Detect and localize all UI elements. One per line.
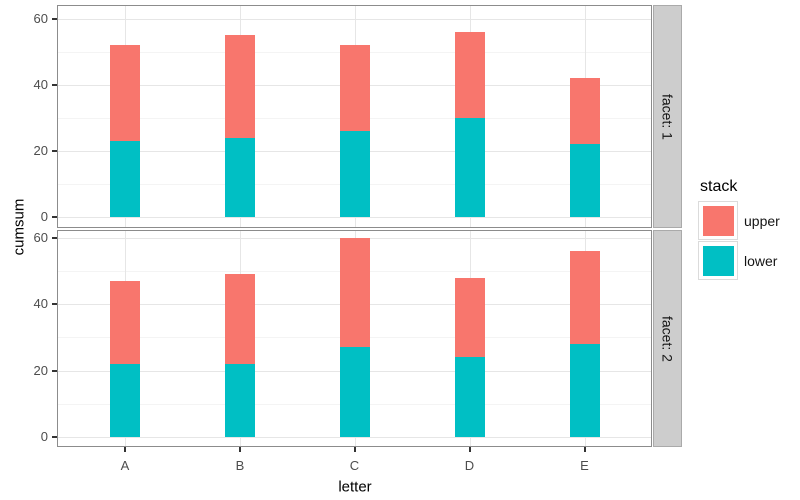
bar-segment-lower: [339, 131, 370, 217]
x-tick-label: D: [464, 458, 475, 473]
x-tick-mark: [239, 447, 241, 452]
y-tick-label: 60: [33, 229, 48, 245]
bar-segment-lower: [569, 344, 600, 438]
x-tick-mark: [353, 447, 356, 452]
facet-strip-label: facet: 2: [659, 315, 676, 362]
legend-entries: upper lower: [698, 201, 780, 280]
bar-segment-upper: [110, 280, 140, 365]
y-tick-label: 20: [33, 362, 48, 378]
y-tick-label: 40: [33, 76, 48, 92]
bar-segment-lower: [454, 117, 485, 217]
legend: stack upper lower: [698, 178, 780, 281]
y-tick-mark: [52, 149, 57, 152]
facet-strip-label: facet: 1: [659, 93, 676, 140]
facet-strip: facet: 2: [653, 230, 682, 447]
x-tick-label: C: [349, 458, 360, 473]
bar-segment-upper: [110, 45, 140, 141]
y-tick-mark: [52, 215, 57, 218]
y-tick-label: 0: [40, 208, 48, 224]
x-axis-title: letter: [338, 478, 372, 496]
y-tick-mark: [52, 236, 57, 239]
bar-segment-upper: [225, 274, 255, 365]
facet-strip: facet: 1: [653, 5, 682, 228]
bar-segment-upper: [569, 78, 600, 145]
bar-segment-lower: [454, 357, 485, 438]
legend-key-box: [698, 241, 738, 280]
legend-swatch-lower: [702, 245, 734, 276]
y-tick-mark: [52, 18, 57, 20]
y-tick-label: 0: [40, 429, 48, 445]
bar-segment-upper: [339, 237, 370, 348]
facet-panel: [57, 230, 652, 447]
y-tick-label: 20: [33, 142, 48, 158]
y-tick-mark: [52, 369, 57, 372]
y-tick-mark: [52, 83, 57, 86]
bar-segment-upper: [225, 35, 255, 138]
bar-segment-lower: [339, 347, 370, 438]
y-tick-mark: [52, 303, 57, 306]
y-tick-mark: [52, 436, 57, 439]
x-tick-label: B: [235, 458, 245, 473]
facet-panel: [57, 5, 652, 228]
legend-entry: upper: [698, 201, 780, 240]
y-axis-title: cumsum: [10, 198, 28, 256]
x-tick-mark: [583, 447, 586, 452]
legend-key-box: [698, 201, 738, 240]
bar-segment-upper: [569, 250, 600, 345]
bar-segment-lower: [225, 364, 255, 438]
bar-segment-lower: [110, 140, 140, 217]
bar-segment-upper: [339, 45, 370, 132]
y-tick-label: 40: [33, 296, 48, 312]
bar-segment-upper: [454, 32, 485, 118]
legend-entry-label: upper: [744, 212, 780, 229]
x-tick-label: E: [580, 458, 589, 473]
x-tick-label: A: [120, 458, 130, 473]
legend-title: stack: [700, 178, 738, 195]
legend-entry: lower: [698, 241, 780, 280]
bar-segment-upper: [454, 277, 485, 358]
legend-swatch-upper: [702, 205, 734, 236]
bar-segment-lower: [110, 364, 140, 438]
y-tick-label: 60: [33, 11, 48, 26]
bar-segment-lower: [225, 137, 255, 217]
x-tick-mark: [124, 447, 126, 452]
x-tick-mark: [468, 447, 471, 452]
legend-entry-label: lower: [744, 252, 778, 269]
bar-segment-lower: [569, 144, 600, 217]
